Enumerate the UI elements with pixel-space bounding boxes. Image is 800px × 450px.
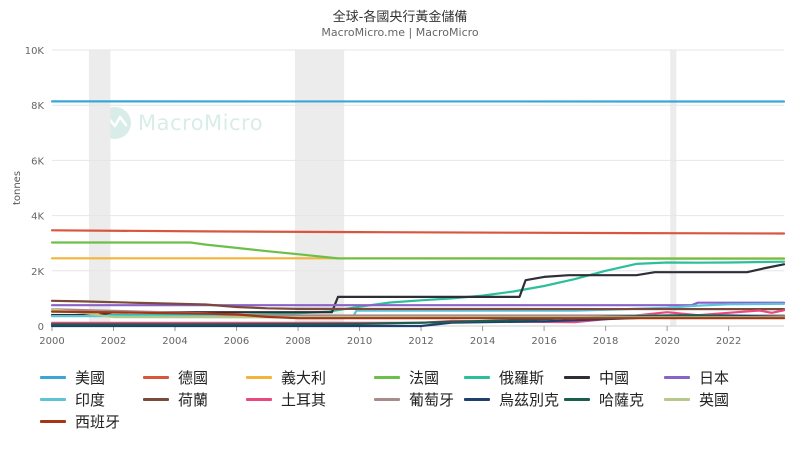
legend-label: 俄羅斯 <box>499 368 545 387</box>
series-line <box>50 301 786 307</box>
x-tick-label: 2008 <box>285 336 310 347</box>
legend-item[interactable]: 土耳其 <box>246 388 326 410</box>
legend-label: 荷蘭 <box>178 390 209 409</box>
x-tick-label: 2000 <box>39 336 64 347</box>
legend-swatch <box>246 397 272 401</box>
legend-label: 中國 <box>599 368 630 387</box>
watermark-text: MacroMicro <box>138 111 264 135</box>
legend-swatch <box>143 375 169 379</box>
legend-label: 英國 <box>699 390 730 409</box>
legend-item[interactable]: 德國 <box>143 366 208 388</box>
legend-swatch <box>464 397 490 401</box>
y-tick-label: 0 <box>38 322 44 333</box>
legend-swatch <box>664 397 690 401</box>
legend-label: 美國 <box>75 368 106 387</box>
legend-label: 葡萄牙 <box>409 390 455 409</box>
legend-item[interactable]: 西班牙 <box>40 410 120 432</box>
x-tick-label: 2020 <box>654 336 679 347</box>
legend-swatch <box>40 375 66 379</box>
chart-subtitle: MacroMicro.me | MacroMicro <box>321 26 479 39</box>
x-tick-label: 2010 <box>347 336 372 347</box>
legend-label: 土耳其 <box>281 390 327 409</box>
legend-swatch <box>143 397 169 401</box>
x-tick-label: 2018 <box>593 336 618 347</box>
series-line <box>50 299 786 311</box>
legend-label: 法國 <box>409 368 440 387</box>
legend-swatch <box>564 375 590 379</box>
x-tick-label: 2006 <box>224 336 249 347</box>
legend-label: 西班牙 <box>75 412 121 431</box>
legend-swatch <box>464 375 490 379</box>
legend-swatch <box>374 397 400 401</box>
legend-label: 烏茲別克 <box>499 390 560 409</box>
y-axis-label: tonnes <box>12 171 23 205</box>
series-line <box>50 310 786 320</box>
legend-swatch <box>246 375 272 379</box>
legend-label: 德國 <box>178 368 209 387</box>
legend-item[interactable]: 俄羅斯 <box>464 366 544 388</box>
series-line <box>50 241 786 260</box>
y-tick-label: 10K <box>25 46 45 57</box>
legend-label: 義大利 <box>281 368 327 387</box>
legend-item[interactable]: 烏茲別克 <box>464 388 559 410</box>
legend-item[interactable]: 哈薩克 <box>564 388 644 410</box>
y-tick-label: 4K <box>31 212 44 223</box>
y-tick-label: 6K <box>31 156 44 167</box>
y-tick-label: 8K <box>31 101 44 112</box>
y-tick-label: 2K <box>31 267 44 278</box>
legend-item[interactable]: 荷蘭 <box>143 388 208 410</box>
legend-swatch <box>40 397 66 401</box>
recession-band <box>294 50 345 326</box>
x-tick-label: 2002 <box>101 336 126 347</box>
legend-label: 日本 <box>699 368 730 387</box>
legend-item[interactable]: 日本 <box>664 366 729 388</box>
series-line <box>50 229 786 235</box>
legend-item[interactable]: 印度 <box>40 388 105 410</box>
legend-swatch <box>40 419 66 423</box>
legend-item[interactable]: 義大利 <box>246 366 326 388</box>
x-tick-label: 2012 <box>408 336 433 347</box>
legend-item[interactable]: 中國 <box>564 366 629 388</box>
legend-label: 哈薩克 <box>599 390 645 409</box>
x-tick-label: 2016 <box>531 336 556 347</box>
legend-swatch <box>664 375 690 379</box>
recession-band <box>88 50 111 326</box>
recession-band <box>670 50 677 326</box>
legend-item[interactable]: 葡萄牙 <box>374 388 454 410</box>
legend-swatch <box>374 375 400 379</box>
legend-swatch <box>564 397 590 401</box>
x-tick-label: 2004 <box>162 336 187 347</box>
legend-item[interactable]: 英國 <box>664 388 729 410</box>
x-tick-label: 2014 <box>470 336 495 347</box>
legend-item[interactable]: 美國 <box>40 366 105 388</box>
x-tick-label: 2022 <box>716 336 741 347</box>
legend-item[interactable]: 法國 <box>374 366 439 388</box>
chart-title: 全球-各國央行黃金儲備 <box>332 10 468 25</box>
legend-label: 印度 <box>75 390 106 409</box>
